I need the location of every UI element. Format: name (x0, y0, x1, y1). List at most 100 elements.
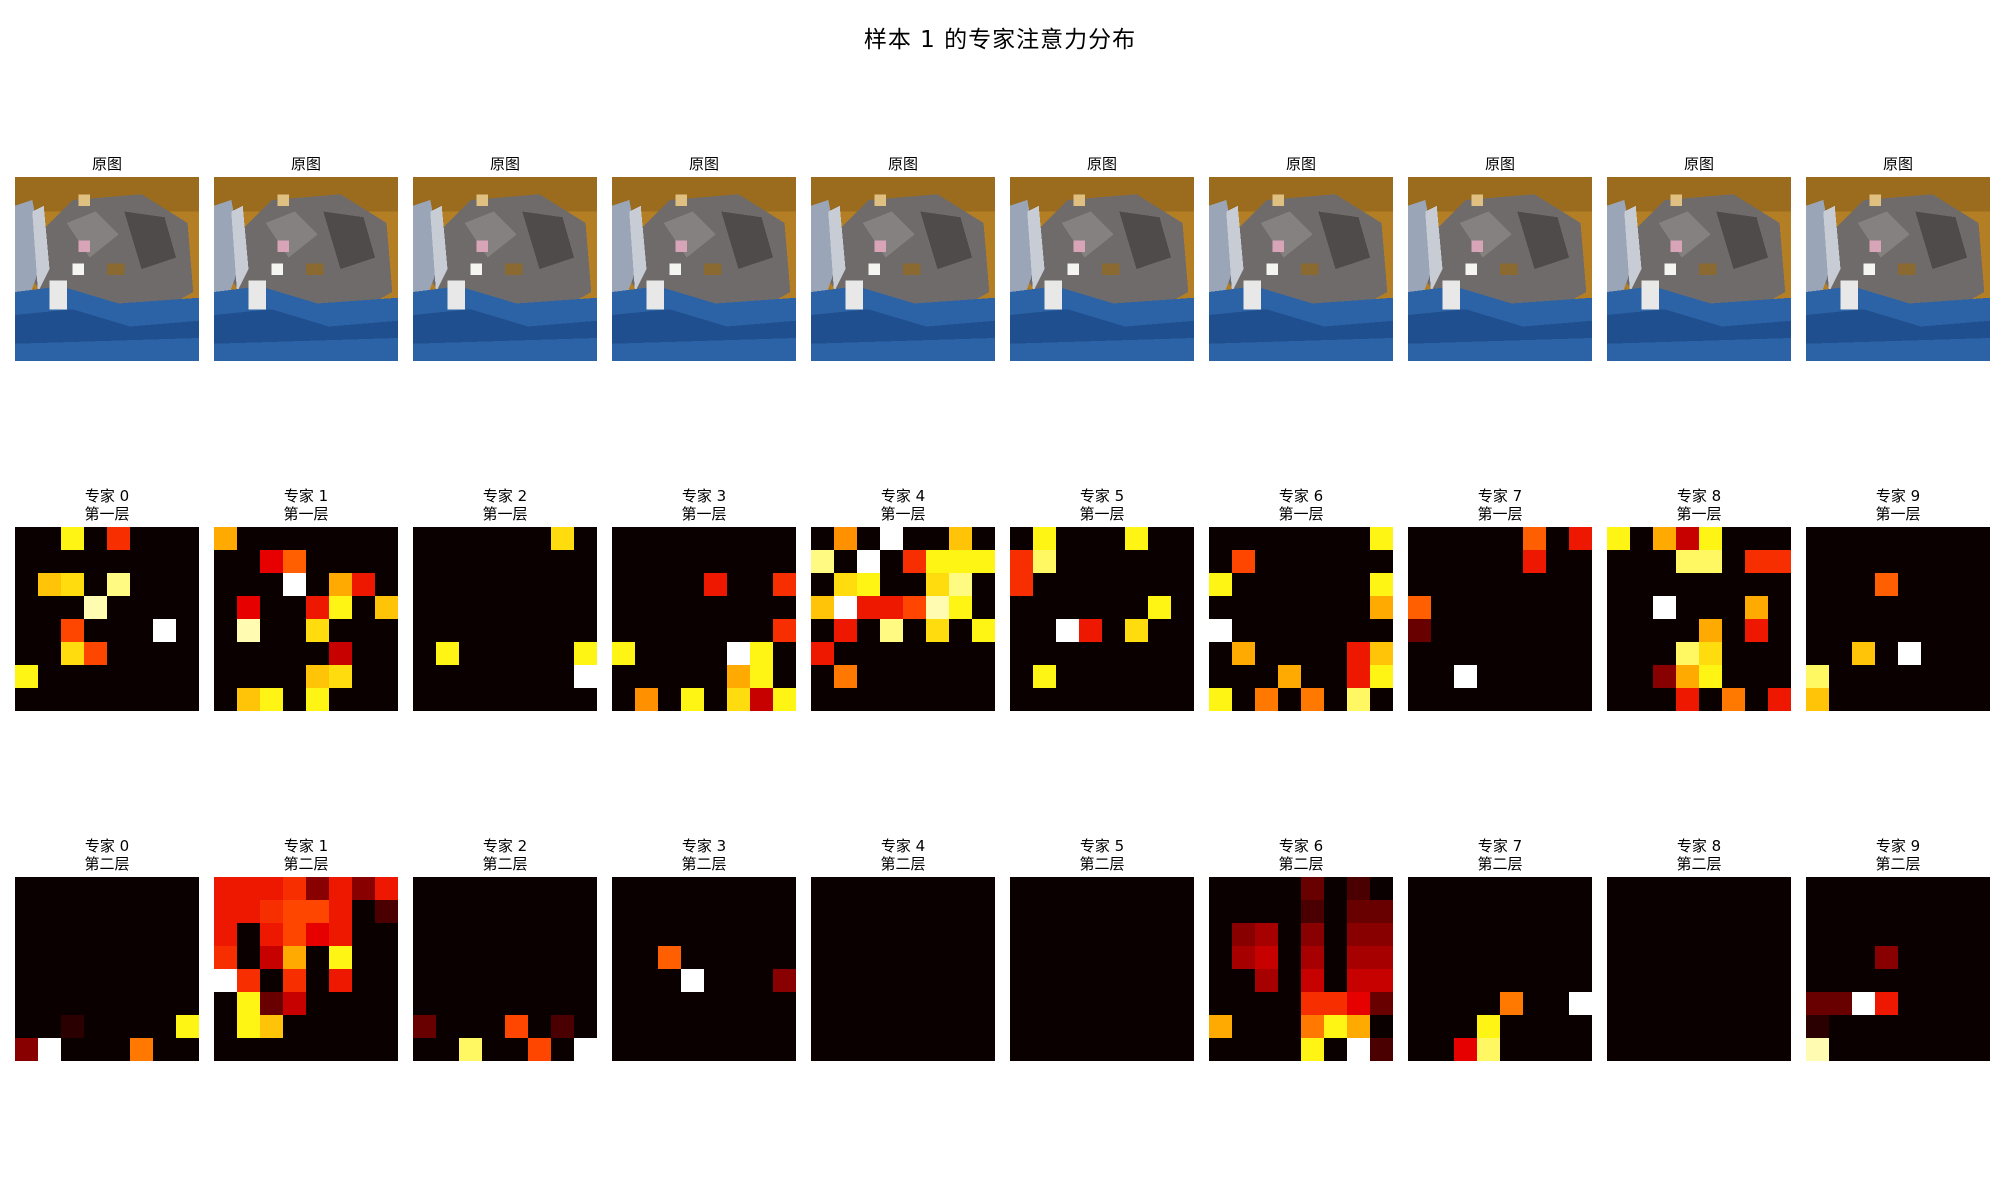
heatmap-cell (681, 946, 704, 969)
panel-title: 专家 1 第一层 (214, 487, 398, 523)
heatmap-cell (1607, 1015, 1630, 1038)
heatmap-cell (352, 665, 375, 688)
heatmap-cell (1431, 688, 1454, 711)
heatmap-cell (750, 527, 773, 550)
heatmap-cell (1676, 877, 1699, 900)
heatmap-cell (1569, 923, 1592, 946)
heatmap-cell (773, 527, 796, 550)
heatmap-cell (635, 665, 658, 688)
panel-title-line: 第一层 (84, 505, 130, 523)
heatmap-cell (1745, 550, 1768, 573)
heatmap-cell (1010, 1015, 1033, 1038)
heatmap-cell (306, 573, 329, 596)
heatmap-cell (1102, 527, 1125, 550)
heatmap-cell (1722, 992, 1745, 1015)
heatmap-cell (260, 688, 283, 711)
heatmap-cell (352, 900, 375, 923)
heatmap-cell (1033, 969, 1056, 992)
heatmap-cell (1523, 1015, 1546, 1038)
panel-title: 原图 (1010, 155, 1194, 173)
heatmap-cell (1699, 688, 1722, 711)
heatmap-cell (1079, 596, 1102, 619)
heatmap-cell (436, 969, 459, 992)
heatmap-cell (1852, 619, 1875, 642)
heatmap-cell (681, 900, 704, 923)
heatmap-cell (1653, 573, 1676, 596)
heatmap-cell (880, 665, 903, 688)
heatmap-cell (1967, 665, 1990, 688)
heatmap-cell (283, 1015, 306, 1038)
heatmap-cell (528, 946, 551, 969)
original-image (1010, 177, 1194, 361)
heatmap-cell (482, 900, 505, 923)
heatmap-cell (482, 992, 505, 1015)
heatmap-cell (551, 1038, 574, 1061)
heatmap-cell (681, 665, 704, 688)
heatmap-cell (329, 619, 352, 642)
heatmap-cell (214, 992, 237, 1015)
heatmap-cell (153, 969, 176, 992)
heatmap-cell (1232, 642, 1255, 665)
heatmap-cell (1347, 877, 1370, 900)
original-image (1607, 177, 1791, 361)
heatmap-cell (1408, 969, 1431, 992)
heatmap-cell (1546, 1038, 1569, 1061)
heatmap-cell (1033, 688, 1056, 711)
heatmap-cell (1944, 527, 1967, 550)
heatmap-cell (1408, 688, 1431, 711)
heatmap-cell (727, 877, 750, 900)
heatmap-cell (375, 923, 398, 946)
heatmap-cell (1209, 923, 1232, 946)
heatmap-cell (1898, 665, 1921, 688)
original-image (612, 177, 796, 361)
heatmap-cell (61, 969, 84, 992)
heatmap-cell (1852, 688, 1875, 711)
heatmap-cell (1523, 969, 1546, 992)
panel-title-line: 原图 (489, 155, 520, 173)
heatmap-cell (811, 550, 834, 573)
heatmap-cell (413, 877, 436, 900)
heatmap-cell (1607, 665, 1630, 688)
heatmap-cell (926, 596, 949, 619)
heatmap-cell (61, 665, 84, 688)
heatmap-cell (329, 877, 352, 900)
heatmap-cell (1171, 946, 1194, 969)
heatmap-cell (903, 619, 926, 642)
heatmap-cell (949, 992, 972, 1015)
heatmap-cell (352, 596, 375, 619)
panel-title-line: 原图 (887, 155, 918, 173)
heatmap-cell (903, 900, 926, 923)
heatmap-cell (15, 573, 38, 596)
cat-photo (15, 177, 199, 361)
heatmap-cell (1875, 969, 1898, 992)
expert-5-heatmap (1010, 877, 1194, 1061)
heatmap-cell (38, 877, 61, 900)
heatmap-cell (551, 946, 574, 969)
heatmap-cell (214, 642, 237, 665)
heatmap-cell (38, 688, 61, 711)
heatmap-cell (1209, 596, 1232, 619)
heatmap-cell (857, 1015, 880, 1038)
heatmap-cell (1102, 877, 1125, 900)
heatmap-cell (1477, 923, 1500, 946)
panel-title-line: 专家 7 (1477, 837, 1523, 855)
heatmap-cell (1454, 665, 1477, 688)
heatmap-cell (1546, 969, 1569, 992)
heatmap-cell (1523, 527, 1546, 550)
heatmap-cell (704, 550, 727, 573)
heatmap-cell (551, 900, 574, 923)
heatmap-cell (1324, 619, 1347, 642)
heatmap-cell (352, 923, 375, 946)
heatmap-cell (1301, 1015, 1324, 1038)
heatmap-cell (1569, 619, 1592, 642)
heatmap-cell (903, 527, 926, 550)
heatmap-cell (681, 877, 704, 900)
heatmap-cell (1408, 877, 1431, 900)
heatmap-cell (1255, 665, 1278, 688)
heatmap-cell (38, 550, 61, 573)
heatmap-cell (1569, 550, 1592, 573)
heatmap-cell (482, 1038, 505, 1061)
heatmap-cell (413, 946, 436, 969)
heatmap-cell (1967, 992, 1990, 1015)
heatmap-cell (857, 619, 880, 642)
